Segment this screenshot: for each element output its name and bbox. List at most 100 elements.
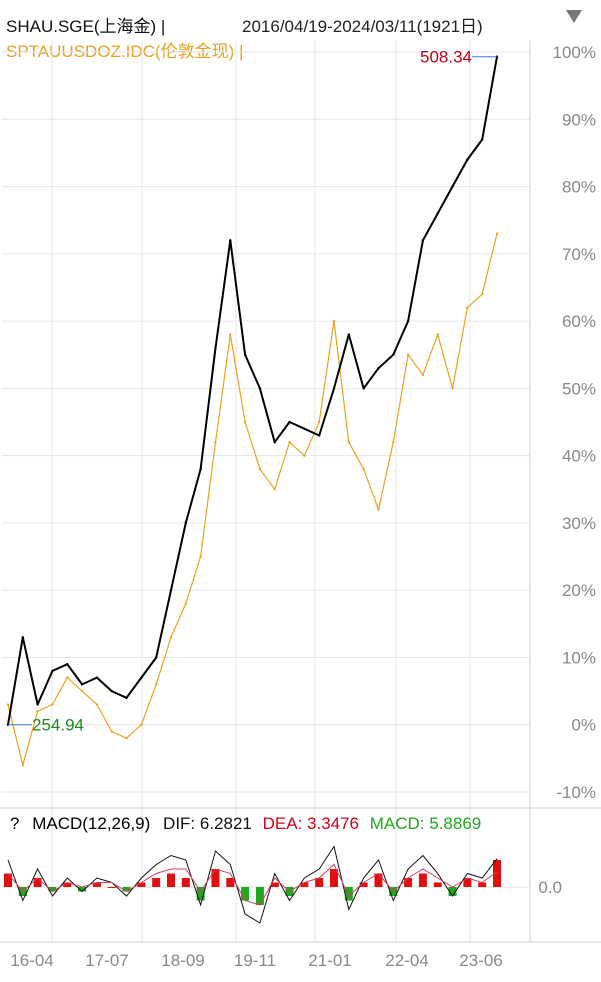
data-point [243,420,247,424]
help-icon[interactable]: ? [10,814,20,833]
macd-bar [374,873,383,887]
data-point [229,239,232,242]
macd-bar [493,860,501,887]
data-point [273,440,276,444]
data-point [466,158,469,161]
data-point [377,366,380,370]
data-point [303,454,306,457]
data-point [317,434,321,437]
data-point [154,683,158,686]
data-point [362,387,365,390]
x-tick-label: 23-06 [459,951,502,970]
y-tick-label: 70% [562,245,596,264]
data-point [421,239,425,242]
macd-bar [78,887,87,892]
data-point [51,703,54,706]
macd-bar [330,869,338,887]
series-line-sptauusdoz [7,233,498,766]
macd-bar [359,882,368,887]
macd-bar [448,887,457,896]
macd-bar [33,878,42,887]
data-point [66,676,69,679]
macd-bar [433,882,442,887]
x-tick-label: 19-11 [234,951,276,970]
x-tick-label: 21-01 [308,951,351,970]
data-point [436,333,439,336]
data-point [480,292,484,296]
macd-bar [4,873,12,887]
dropdown-triangle-icon[interactable] [566,10,582,23]
data-point [377,508,380,511]
data-point [140,676,143,679]
data-point [66,662,69,666]
macd-bar [418,873,427,887]
x-tick-label: 17-07 [85,951,128,970]
data-point [169,588,173,592]
data-point [332,319,336,323]
macd-bar [137,882,146,887]
data-point [199,467,202,471]
data-point [80,689,84,693]
data-point [303,427,306,430]
data-point [184,602,188,605]
data-point [169,636,173,639]
data-point [436,212,439,215]
dea-value: DEA: 3.3476 [262,814,360,833]
data-point [229,333,232,336]
y-tick-label: 60% [562,312,596,331]
x-tick-label: 22-04 [385,951,428,970]
macd-bar [344,887,353,901]
series1-legend[interactable]: SHAU.SGE(上海金) | [6,17,166,36]
data-point [332,387,336,390]
macd-bar [63,882,72,887]
macd-bar [478,882,487,887]
dea-line [7,863,498,906]
macd-bar [270,882,279,887]
y-tick-label: 40% [562,447,596,466]
dif-value: DIF: 6.2821 [163,814,252,833]
data-point [273,488,276,491]
data-point [421,373,425,377]
macd-bar [181,878,190,887]
y-tick-label: 20% [562,581,596,600]
macd-bar [255,887,264,905]
macd-bar [226,878,235,887]
data-point [451,387,454,390]
min-label: 254.94 [32,716,84,735]
data-point [125,696,128,700]
data-point [80,683,84,686]
macd-bar [315,878,324,887]
data-point [184,521,188,525]
data-point [258,467,262,471]
y-tick-label: 50% [562,379,596,398]
data-point [214,440,217,444]
max-label: 508.34 [420,48,472,67]
macd-bar [241,887,250,901]
macd-legend: ? MACD(12,26,9) DIF: 6.2821 DEA: 3.3476 … [10,814,481,834]
macd-name: MACD(12,26,9) [32,814,151,833]
macd-bar [107,887,116,888]
macd-bar [92,882,101,887]
y-tick-label: 80% [562,178,596,197]
series-line-shau [7,56,498,725]
data-point [95,703,99,706]
data-point [6,703,10,706]
macd-bar [48,887,57,892]
y-tick-label: 0% [571,716,596,735]
macd-bar [463,878,472,887]
macd-bar [196,887,205,901]
data-point [495,232,499,235]
data-point [362,467,365,471]
macd-tick-label: 0.0 [538,878,562,897]
data-point [480,138,484,141]
data-point [36,710,39,713]
x-tick-label: 16-04 [10,951,53,970]
data-point [125,736,128,740]
y-tick-label: 100% [553,43,596,62]
date-range-label: 2016/04/19-2024/03/11(1921日) [242,17,483,36]
data-point [154,656,158,659]
data-point [451,185,454,188]
data-point [406,353,410,356]
x-tick-label: 18-09 [161,951,204,970]
macd-value: MACD: 5.8869 [369,814,482,833]
